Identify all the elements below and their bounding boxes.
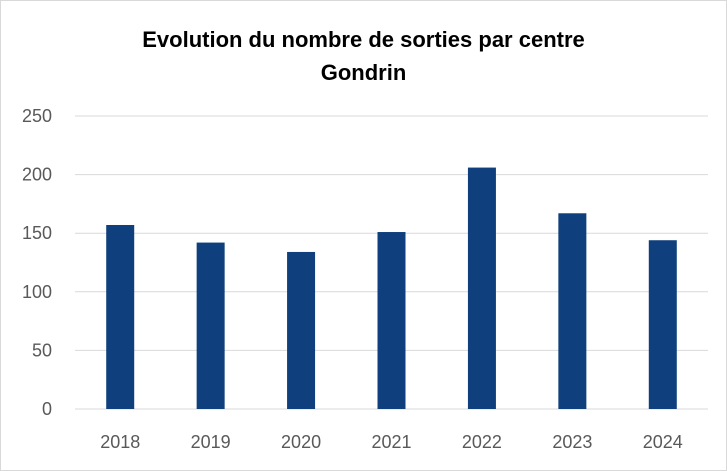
- x-tick-label-2019: 2019: [191, 432, 231, 452]
- bar-2018: [106, 224, 135, 409]
- y-tick-label-150: 150: [22, 223, 52, 243]
- bar-2024: [648, 240, 677, 409]
- x-tick-label-2023: 2023: [552, 432, 592, 452]
- bar-2022: [467, 167, 496, 409]
- x-tick-label-2020: 2020: [281, 432, 321, 452]
- chart-title: Evolution du nombre de sorties par centr…: [1, 23, 726, 89]
- bar-2019: [196, 242, 225, 409]
- x-tick-label-2022: 2022: [462, 432, 502, 452]
- x-tick-label-2018: 2018: [100, 432, 140, 452]
- x-tick-label-2024: 2024: [643, 432, 683, 452]
- chart-title-line2: Gondrin: [320, 60, 407, 85]
- y-tick-label-200: 200: [22, 165, 52, 185]
- chart-title-line1: Evolution du nombre de sorties par centr…: [142, 27, 585, 52]
- x-tick-label-2021: 2021: [371, 432, 411, 452]
- bar-2021: [377, 232, 406, 409]
- bar-2020: [287, 251, 316, 409]
- y-tick-label-250: 250: [22, 106, 52, 126]
- y-tick-label-100: 100: [22, 282, 52, 302]
- bar-2023: [558, 213, 587, 409]
- y-tick-label-0: 0: [42, 399, 52, 419]
- y-tick-label-50: 50: [32, 340, 52, 360]
